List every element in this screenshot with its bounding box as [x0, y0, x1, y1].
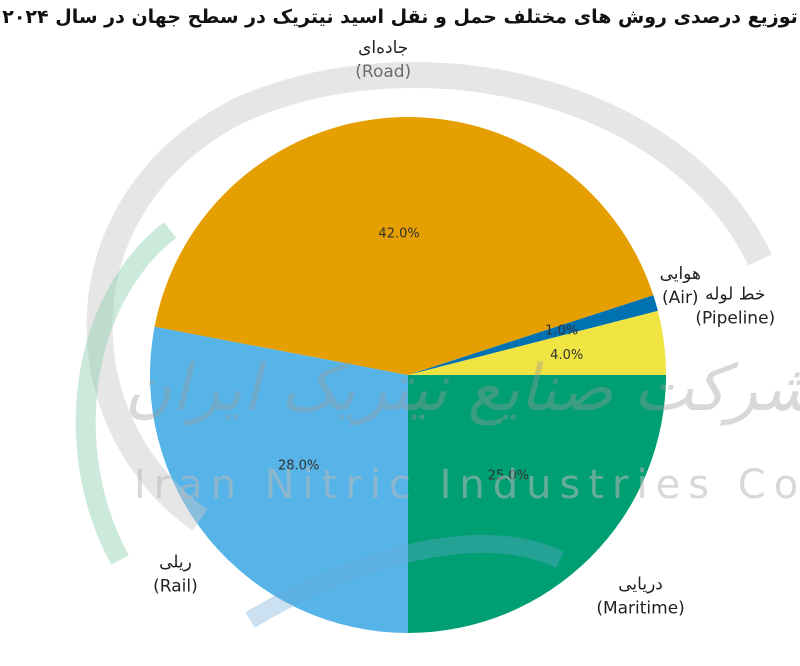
- slice-label-fa: دریایی: [618, 575, 663, 595]
- pie-slice-road: [154, 116, 654, 375]
- watermark-swoosh-gray: [86, 62, 772, 531]
- slice-label-en: (Pipeline): [695, 309, 775, 329]
- percent-label: 1.0%: [545, 323, 578, 338]
- percent-labels: 28.0% 42.0% 1.0% 4.0% 25.0%: [278, 226, 583, 483]
- percent-label: 25.0%: [488, 468, 529, 483]
- slice-label-fa: جاده‌ای: [358, 38, 408, 58]
- pie-slice-air: [408, 295, 658, 375]
- slice-label-en: (Maritime): [596, 599, 684, 619]
- slice-label-en: (Rail): [153, 577, 198, 597]
- pie-slice-maritime: [408, 375, 666, 633]
- slice-label-fa: ریلی: [159, 553, 192, 573]
- percent-label: 4.0%: [550, 348, 583, 363]
- slice-label-fa: خط لوله: [705, 285, 765, 305]
- slice-label-en: (Air): [662, 288, 699, 308]
- percent-label: 42.0%: [378, 226, 419, 241]
- pie-slices: [149, 116, 666, 633]
- watermark-swoosh-blue: [245, 534, 565, 628]
- pie-slice-pipeline: [408, 310, 666, 375]
- watermark-farsi-text: شرکت صنایع نیتریک ایران: [125, 352, 800, 426]
- percent-label: 28.0%: [278, 458, 319, 473]
- watermark-latin-text: Iran Nitric Industries Co: [134, 462, 800, 508]
- watermark-logo: شرکت صنایع نیتریک ایران Iran Nitric Indu…: [75, 62, 800, 628]
- chart-title: توزیع درصدی روش های مختلف حمل و نقل اسید…: [2, 6, 798, 28]
- watermark-swoosh-green: [75, 222, 177, 565]
- pie-slice-rail: [149, 326, 408, 633]
- slice-labels: ریلی (Rail) جاده‌ای (Road) هوایی (Air) خط لوله…: [153, 38, 775, 619]
- slice-label-en: (Road): [355, 62, 411, 82]
- slice-label-fa: هوایی: [660, 264, 701, 284]
